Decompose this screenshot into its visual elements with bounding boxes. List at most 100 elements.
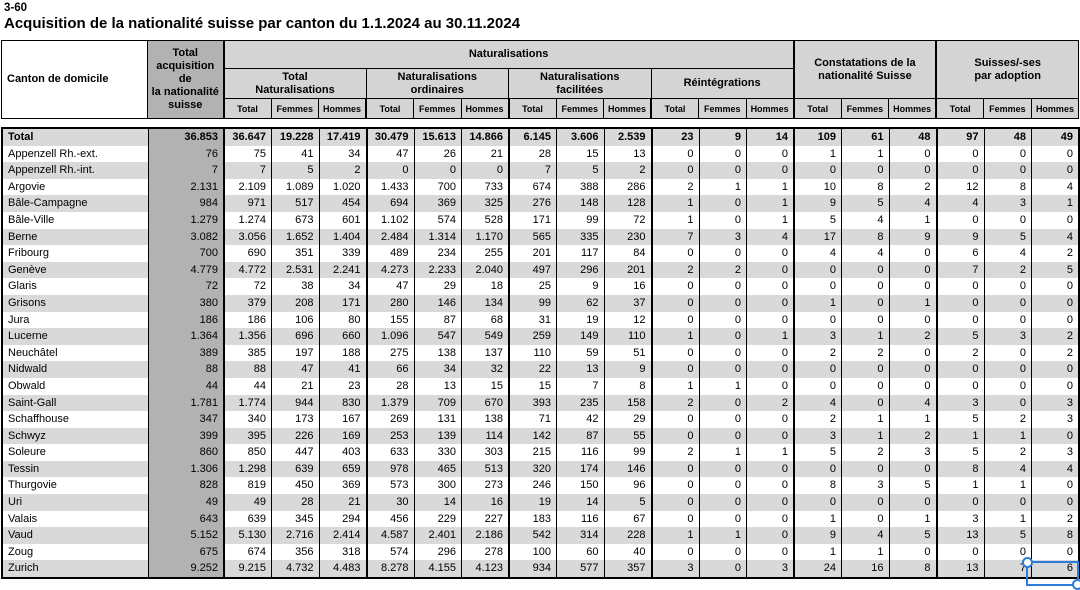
value-cell: 139 [413, 427, 462, 445]
value-cell: 16 [461, 494, 509, 511]
value-cell: 1 [793, 543, 842, 561]
value-cell: 6 [1031, 560, 1079, 579]
value-cell: 0 [793, 261, 842, 279]
value-cell: 75 [223, 145, 272, 163]
total-acquisition-cell: 4.779 [147, 261, 224, 279]
value-cell: 174 [556, 460, 604, 478]
value-cell: 197 [271, 344, 319, 362]
table-row: Bâle-Campagne 984 971 517 454 694 369 325 276 148… [2, 195, 1079, 212]
value-cell: 23 [318, 377, 367, 395]
value-cell: 12 [603, 311, 652, 329]
page-title: Acquisition de la nationalité suisse par… [4, 15, 521, 32]
canton-cell: Genève [2, 261, 148, 279]
selection-handle-bottom-right[interactable] [1072, 579, 1080, 590]
selection-rectangle[interactable] [1022, 557, 1080, 590]
table-row: Nidwald 88 88 47 41 66 34 32 22 13 9 0 0 0 0 0 0 0 0 0 [2, 361, 1079, 378]
value-cell: 0 [650, 460, 699, 478]
value-cell: 0 [935, 162, 984, 179]
value-cell: 0 [841, 261, 889, 279]
value-cell: 2 [983, 444, 1032, 461]
value-cell: 87 [413, 311, 462, 329]
value-cell: 38 [271, 278, 319, 295]
value-cell: 21 [271, 377, 319, 395]
value-cell: 0 [746, 361, 794, 378]
value-cell: 9 [935, 228, 984, 246]
subheader-femmes: Femmes [698, 98, 747, 119]
value-cell: 0 [698, 510, 747, 528]
value-cell: 5 [556, 162, 604, 179]
value-cell: 0 [650, 361, 699, 378]
value-cell: 1 [935, 427, 984, 445]
value-cell: 388 [556, 178, 604, 196]
value-cell: 660 [318, 328, 367, 345]
value-cell: 369 [413, 195, 462, 212]
value-cell: 296 [556, 261, 604, 279]
value-cell: 0 [746, 245, 794, 262]
total-acquisition-cell: 380 [147, 294, 224, 312]
total-acquisition-cell: 5.152 [147, 527, 224, 544]
table-row: Tessin 1.306 1.298 639 659 978 465 513 320 174 146… [2, 460, 1079, 478]
canton-cell: Nidwald [2, 361, 148, 378]
value-cell: 13 [556, 361, 604, 378]
canton-cell: Zurich [2, 560, 148, 579]
value-cell: 830 [318, 394, 367, 412]
value-cell: 0 [1031, 477, 1079, 495]
canton-cell: Bâle-Campagne [2, 195, 148, 212]
value-cell: 369 [318, 477, 367, 495]
value-cell: 2 [793, 411, 842, 428]
value-cell: 2 [935, 344, 984, 362]
value-cell: 403 [318, 444, 367, 461]
value-cell: 489 [365, 245, 414, 262]
value-cell: 3 [935, 394, 984, 412]
value-cell: 134 [461, 294, 509, 312]
value-cell: 278 [461, 543, 509, 561]
value-cell: 447 [271, 444, 319, 461]
value-cell: 3 [983, 328, 1032, 345]
value-cell: 7 [935, 261, 984, 279]
canton-cell: Soleure [8, 446, 46, 459]
value-cell: 0 [841, 294, 889, 312]
value-cell: 3 [698, 228, 747, 246]
value-cell: 0 [650, 162, 699, 179]
value-cell: 4 [793, 245, 842, 262]
value-cell: 0 [650, 543, 699, 561]
value-cell: 0 [983, 543, 1032, 561]
value-cell: 9 [888, 228, 937, 246]
value-cell: 146 [603, 460, 652, 478]
value-cell: 2 [698, 261, 747, 279]
value-cell: 0 [1031, 278, 1079, 295]
value-cell: 2 [841, 344, 889, 362]
total-acquisition-cell: 186 [147, 311, 224, 329]
value-cell: 114 [461, 427, 509, 445]
value-cell: 2.539 [603, 128, 652, 146]
subheader-total: Total [365, 98, 414, 119]
value-cell: 7 [508, 162, 557, 179]
value-cell: 8 [1031, 527, 1079, 544]
value-cell: 1 [983, 427, 1032, 445]
value-cell: 29 [413, 278, 462, 295]
value-cell: 674 [223, 543, 272, 561]
value-cell: 14 [413, 494, 462, 511]
value-cell: 4 [746, 228, 794, 246]
value-cell: 171 [508, 211, 557, 229]
value-cell: 0 [888, 278, 937, 295]
value-cell: 0 [1031, 361, 1079, 378]
selection-handle-top-left[interactable] [1022, 557, 1033, 568]
value-cell: 116 [556, 510, 604, 528]
value-cell: 55 [603, 427, 652, 445]
value-cell: 171 [318, 294, 367, 312]
value-cell: 1 [888, 294, 937, 312]
value-cell: 0 [650, 477, 699, 495]
value-cell: 2 [650, 261, 699, 279]
value-cell: 5.130 [223, 527, 272, 544]
value-cell: 99 [556, 211, 604, 229]
value-cell: 1 [793, 145, 842, 163]
value-cell: 4.587 [365, 527, 414, 544]
value-cell: 51 [603, 344, 652, 362]
value-cell: 5 [888, 477, 937, 495]
value-cell: 0 [1031, 145, 1079, 163]
value-cell: 30 [365, 494, 414, 511]
value-cell: 0 [793, 460, 842, 478]
value-cell: 0 [935, 361, 984, 378]
value-cell: 4 [1031, 228, 1079, 246]
